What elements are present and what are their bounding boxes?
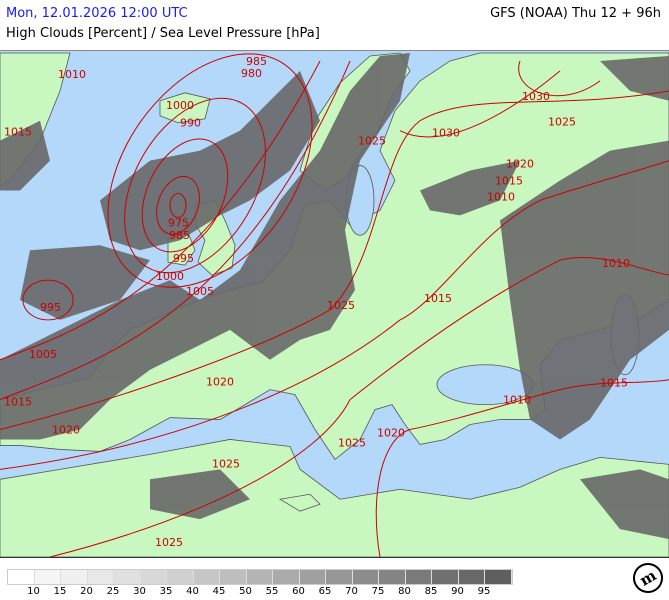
isobar-label: 980 [241,67,262,80]
legend-label: 50 [239,586,252,597]
legend-swatch [379,570,406,584]
isobars [0,53,669,557]
legend-label: 15 [53,586,67,597]
legend-label: 25 [106,586,120,597]
isobar-label: 1025 [212,457,240,470]
isobar-label: 1020 [506,158,534,171]
isobar-label: 995 [40,301,61,314]
isobar-label: 1000 [156,270,184,283]
isobar-label: 1000 [166,99,194,112]
isobar-label: 1020 [377,426,405,439]
legend-label: 60 [292,586,305,597]
legend-label: 45 [212,586,226,597]
legend-swatch [34,570,61,584]
isobar-label: 1010 [58,68,86,81]
legend-label: 85 [424,586,438,597]
isobar-label: 1005 [186,285,214,298]
isobar-label: 1025 [358,135,386,148]
legend-label: 70 [345,586,358,597]
isobar-label: 1010 [602,257,630,270]
legend-label: 10 [27,586,40,597]
legend-swatch [352,570,379,584]
legend-swatch [485,570,512,584]
isobar-label: 1005 [29,348,57,361]
logo-text: m [636,566,660,590]
legend-label: 30 [133,586,146,597]
forecast-datetime: Mon, 12.01.2026 12:00 UTC [6,6,188,21]
legend-swatch [61,570,88,584]
isobar-label: 1030 [522,90,550,103]
isobar-label: 995 [173,252,194,265]
legend-label: 35 [159,586,173,597]
isobar-label: 1015 [4,126,32,139]
legend-swatch [167,570,194,584]
meteologix-logo[interactable]: m [627,557,669,599]
legend-swatch [8,570,35,584]
isobar-label: 990 [180,117,201,130]
isobar-label: 1015 [495,174,523,187]
isobar-label: 1025 [327,299,355,312]
legend-label: 20 [80,586,93,597]
legend-swatch [405,570,432,584]
cloud-cover [0,52,669,540]
legend-swatch [299,570,326,584]
legend-swatch [458,570,485,584]
legend-swatch [193,570,220,584]
isobar-label: 985 [169,229,190,242]
legend-label: 65 [318,586,332,597]
legend-swatch [140,570,167,584]
isobar-labels: 1010 985 980 1000 990 1015 1025 1030 103… [4,55,630,549]
legend-label: 80 [398,586,411,597]
weather-map[interactable]: 1010 985 980 1000 990 1015 1025 1030 103… [0,50,669,558]
isobar-label: 975 [168,216,189,229]
legend-swatch [326,570,353,584]
isobar-label: 1010 [487,190,515,203]
isobar-label: 1025 [155,536,183,549]
legend-label: 75 [371,586,385,597]
model-run-label: GFS (NOAA) Thu 12 + 96h [490,6,661,21]
cloud-cover-legend [7,569,513,585]
map-subtitle: High Clouds [Percent] / Sea Level Pressu… [6,26,320,41]
legend-swatch [220,570,247,584]
isobar-label: 1015 [4,396,32,409]
isobar-label: 1025 [338,436,366,449]
isobar-label: 1030 [432,127,460,140]
isobar-label: 1015 [600,377,628,390]
legend-label: 40 [186,586,199,597]
isobar-label: 1020 [52,424,80,437]
legend-swatch [432,570,459,584]
isobar-label: 1025 [548,116,576,129]
isobar-label: 1010 [503,394,531,407]
legend-label: 95 [477,586,491,597]
legend-label: 90 [451,586,464,597]
legend-swatch [87,570,114,584]
legend-swatch [273,570,300,584]
legend-swatch [246,570,273,584]
isobar-label: 1015 [424,292,452,305]
legend-label: 55 [265,586,279,597]
legend-swatch [114,570,141,584]
isobar-label: 1020 [206,376,234,389]
isobar-label: 985 [246,55,267,68]
